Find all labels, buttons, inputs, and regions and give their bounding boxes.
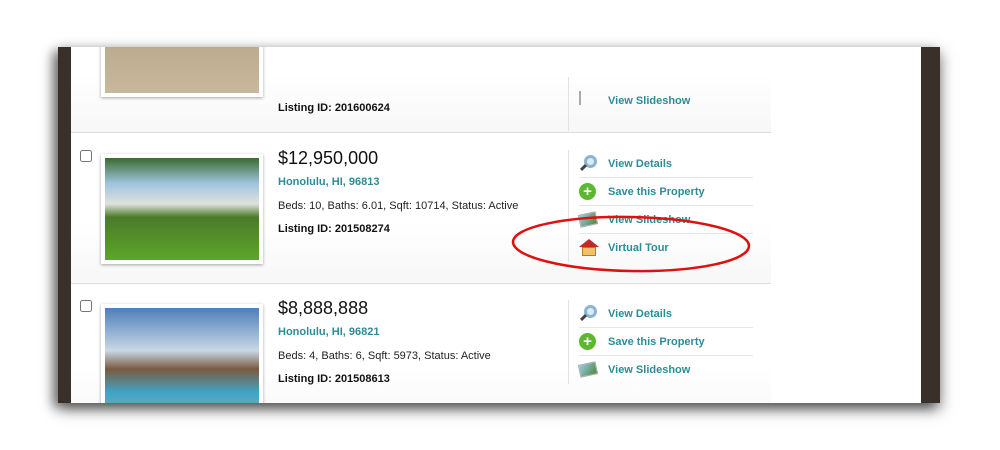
listing-photo[interactable]	[101, 154, 263, 264]
magnifier-icon	[579, 304, 599, 323]
house-icon	[579, 239, 599, 257]
listing-3: $8,888,888 Honolulu, HI, 96821 Beds: 4, …	[71, 284, 771, 403]
listing-1: Listing ID: 201600624 View Slideshow	[71, 47, 771, 133]
red-circle-annotation	[511, 215, 751, 273]
listing-facts: Beds: 10, Baths: 6.01, Sqft: 10714, Stat…	[278, 200, 519, 212]
listing-price: $8,888,888	[278, 298, 369, 318]
view-slideshow-link[interactable]: View Slideshow	[579, 87, 753, 115]
action-label: Save this Property	[608, 335, 705, 348]
save-property-link[interactable]: + Save this Property	[579, 328, 753, 356]
plus-circle-icon: +	[579, 332, 599, 351]
action-label: View Slideshow	[608, 95, 691, 107]
listing-id: Listing ID: 201600624	[278, 102, 390, 114]
listing-facts: Beds: 4, Baths: 6, Sqft: 5973, Status: A…	[278, 350, 491, 362]
listing-actions: View Details + Save this Property View Sl…	[568, 300, 753, 384]
listing-city-link[interactable]: Honolulu, HI, 96821	[278, 326, 380, 338]
action-label: Virtual Tour	[608, 242, 669, 254]
listing-results: Listing ID: 201600624 View Slideshow $12…	[71, 47, 921, 403]
virtual-tour-link[interactable]: Virtual Tour	[579, 234, 753, 262]
action-label: Save this Property	[608, 185, 705, 198]
magnifier-icon	[579, 154, 599, 173]
plus-circle-icon: +	[579, 182, 599, 201]
listing-photo[interactable]	[101, 47, 263, 97]
listing-actions: View Details + Save this Property View Sl…	[568, 150, 753, 262]
listing-id: Listing ID: 201508613	[278, 373, 390, 385]
view-details-link[interactable]: View Details	[579, 150, 753, 178]
listing-select-checkbox[interactable]	[80, 150, 92, 162]
listing-photo[interactable]	[101, 304, 263, 403]
listing-city-link[interactable]: Honolulu, HI, 96813	[278, 176, 380, 188]
action-label: View Details	[608, 157, 672, 170]
listing-select-checkbox[interactable]	[80, 300, 92, 312]
action-label: View Details	[608, 307, 672, 320]
view-details-link[interactable]: View Details	[579, 300, 753, 328]
listing-actions: View Slideshow	[568, 77, 753, 131]
save-property-link[interactable]: + Save this Property	[579, 178, 753, 206]
view-slideshow-link[interactable]: View Slideshow	[577, 356, 753, 384]
listing-2: $12,950,000 Honolulu, HI, 96813 Beds: 10…	[71, 134, 771, 284]
listing-id: Listing ID: 201508274	[278, 223, 390, 235]
listing-price: $12,950,000	[278, 148, 379, 168]
action-label: View Slideshow	[608, 364, 691, 376]
